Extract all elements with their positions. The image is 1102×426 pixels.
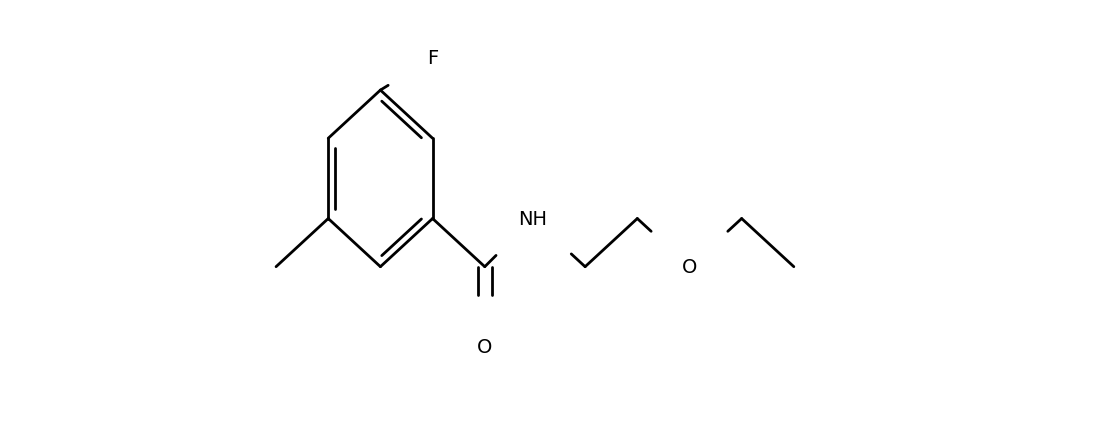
Text: NH: NH xyxy=(518,210,548,228)
Text: O: O xyxy=(682,258,698,276)
Text: O: O xyxy=(477,338,493,357)
Text: F: F xyxy=(426,49,439,68)
